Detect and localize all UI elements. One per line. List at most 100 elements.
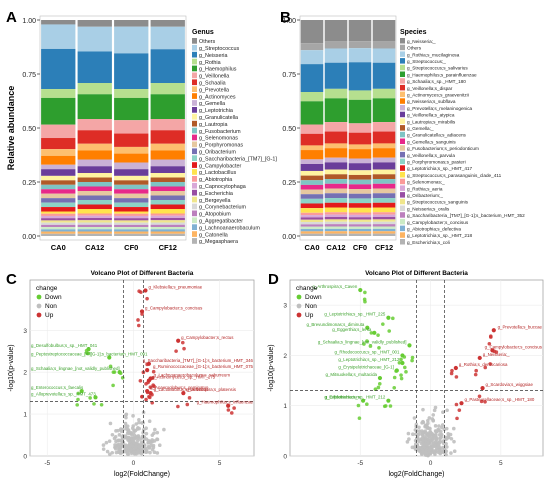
bar-segment: [300, 198, 324, 204]
data-point-non: [135, 438, 140, 443]
bar-segment: [372, 179, 396, 184]
bar-segment: [300, 215, 324, 218]
data-point-non: [118, 438, 122, 443]
bar-segment: [41, 218, 76, 221]
x-tick-label: CA12: [85, 243, 104, 252]
bar-segment: [348, 224, 372, 227]
bar-segment: [372, 214, 396, 218]
data-point-non: [148, 450, 152, 455]
bar-segment: [324, 62, 348, 89]
panel-label-c: C: [6, 271, 17, 288]
bar-segment: [324, 48, 348, 63]
data-point-non: [451, 426, 456, 431]
data-label: g_Erysipelotrichaceae_[G-1]: [338, 365, 393, 370]
bar-segment: [114, 189, 149, 194]
data-point-non: [417, 439, 421, 444]
bar-segment: [372, 48, 396, 63]
legend-label: g_Selenomonas;_: [407, 180, 445, 185]
bar-segment: [324, 202, 348, 208]
bar-segment: [77, 186, 112, 191]
bar-segment: [150, 218, 185, 221]
bar-segment: [324, 157, 348, 163]
bar-segment: [324, 143, 348, 149]
data-point-non: [410, 445, 415, 450]
bar-segment: [77, 143, 112, 151]
data-point-up: [483, 365, 488, 370]
data-label: g_Lachnoanaerobaculum;s_saburreum: [154, 372, 231, 377]
legend-swatch: [192, 58, 197, 65]
legend-swatch: [192, 100, 197, 106]
bar-segment: [348, 214, 372, 218]
data-point-non: [124, 412, 129, 417]
data-point-non: [445, 445, 449, 449]
data-point-non: [131, 414, 135, 418]
bar-segment: [348, 132, 372, 145]
y-tick-label: 0.50: [282, 126, 296, 133]
bar-segment: [300, 170, 324, 176]
data-point-non: [428, 430, 433, 435]
data-point-non: [432, 408, 437, 413]
legend-swatch: [192, 182, 197, 189]
bar-segment: [150, 83, 185, 95]
bar-segment: [41, 155, 76, 165]
legend-swatch: [192, 217, 197, 224]
y-tick-label: 1.00: [22, 18, 36, 25]
data-point-non: [434, 429, 439, 434]
legend-swatch: [192, 134, 197, 141]
bar-segment: [150, 150, 185, 160]
bar-segment: [114, 224, 149, 228]
bar-segment: [324, 41, 348, 49]
bar-segment: [41, 193, 76, 199]
x-tick-label: CA0: [51, 243, 66, 252]
data-point-non: [101, 447, 106, 451]
legend-label: g_Veillonella;s_parvula: [407, 153, 455, 158]
bar-segment: [41, 211, 76, 214]
data-point-non: [137, 417, 141, 422]
data-point-non: [428, 447, 432, 452]
data-point-non: [149, 443, 153, 448]
legend-label: g_Schaalia: [199, 81, 226, 87]
bar-segment: [114, 220, 149, 223]
bar-segment: [348, 20, 372, 42]
data-point-non: [137, 420, 141, 425]
x-tick-label: 5: [218, 460, 222, 467]
bar-segment: [324, 98, 348, 123]
bar-segment: [150, 177, 185, 182]
bar-segment: [300, 229, 324, 232]
data-point-non: [108, 421, 113, 426]
legend-swatch: [400, 232, 405, 238]
data-point-non: [417, 429, 422, 433]
bar-segment: [150, 182, 185, 187]
bar-segment: [300, 145, 324, 151]
data-label: g_Desulfobulbus;s_sp._HMT_041: [31, 343, 98, 348]
data-point-non: [137, 444, 141, 449]
data-point-labeled: [453, 365, 458, 371]
bar-segment: [324, 214, 348, 218]
legend-swatch: [400, 44, 405, 51]
bar-segment: [324, 198, 348, 203]
bar-segment: [150, 143, 185, 151]
y-tick-label: 1: [283, 403, 287, 410]
bar-segment: [348, 170, 372, 175]
legend-label: Non: [305, 303, 317, 310]
data-point-up: [185, 402, 190, 407]
data-point-non: [433, 424, 438, 428]
bar-segment: [372, 20, 396, 42]
bar-segment: [114, 207, 149, 212]
legend-title: change: [296, 285, 318, 292]
legend-swatch: [192, 162, 197, 168]
bar-segment: [77, 195, 112, 200]
legend-swatch: [192, 127, 197, 134]
bar-segment: [77, 224, 112, 227]
data-point-down: [410, 358, 414, 363]
data-point-labeled: [394, 368, 399, 373]
data-point-down: [76, 397, 80, 402]
data-point-down: [376, 385, 381, 390]
legend-label: g_Fusobacterium: [199, 129, 241, 135]
data-label: g_Eggerthia;s_lenta: [332, 327, 372, 332]
data-point-non: [101, 443, 106, 447]
data-point-non: [449, 436, 454, 441]
data-point-up: [232, 406, 236, 410]
data-point-labeled: [358, 287, 363, 293]
